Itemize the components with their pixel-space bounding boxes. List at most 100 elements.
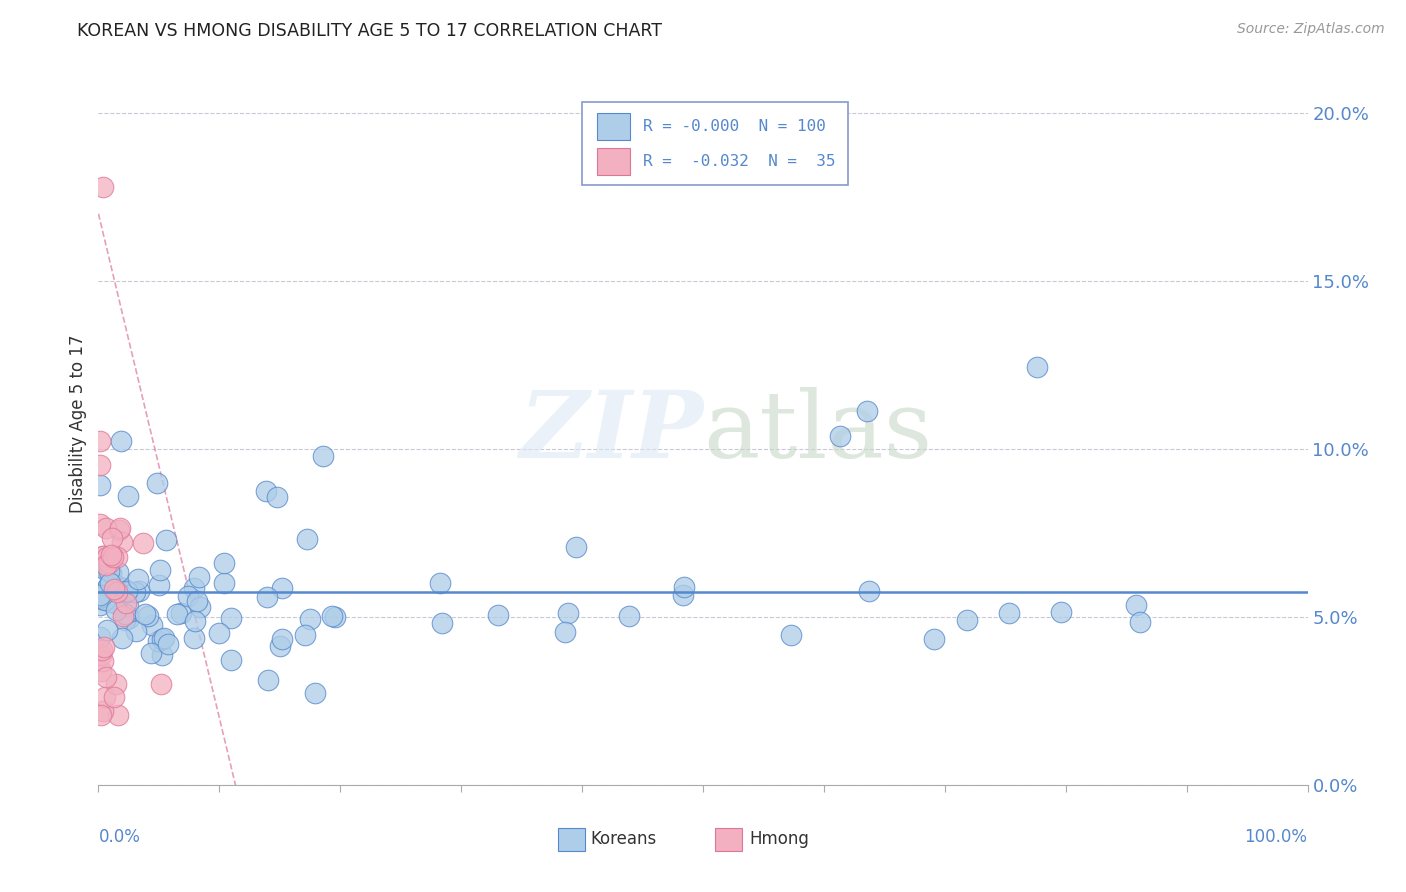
Point — [98, 564, 121, 578]
Point — [619, 609, 641, 624]
Point — [89, 458, 111, 472]
Point — [557, 606, 579, 620]
Text: Koreans: Koreans — [591, 830, 657, 848]
Point — [152, 631, 174, 645]
Point — [89, 478, 111, 492]
Point — [96, 561, 118, 575]
Point — [100, 566, 122, 580]
Point — [321, 609, 343, 624]
Point — [672, 588, 695, 602]
Point — [111, 608, 134, 623]
Point — [208, 625, 231, 640]
Point — [212, 556, 235, 570]
Point — [188, 570, 211, 584]
Point — [115, 585, 138, 599]
Point — [104, 603, 127, 617]
Point — [148, 578, 170, 592]
Point — [117, 489, 139, 503]
Bar — [582, 103, 848, 186]
Point — [90, 648, 112, 663]
Point — [96, 581, 118, 595]
Point — [124, 585, 146, 599]
Point — [110, 521, 132, 535]
Point — [294, 628, 316, 642]
Point — [188, 599, 211, 614]
Point — [114, 613, 136, 627]
Point — [97, 579, 120, 593]
Point — [103, 690, 125, 704]
Point — [90, 664, 112, 678]
Point — [271, 632, 294, 646]
Point — [90, 708, 112, 723]
Point — [89, 591, 111, 605]
Point — [89, 599, 111, 613]
Bar — [596, 113, 630, 140]
Point — [779, 628, 801, 642]
Point — [114, 607, 136, 621]
Point — [112, 581, 135, 595]
Text: 0.0%: 0.0% — [98, 829, 141, 847]
Point — [136, 609, 159, 624]
Point — [105, 584, 128, 599]
Point — [256, 590, 278, 604]
Point — [312, 449, 335, 463]
Point — [101, 532, 124, 546]
Point — [101, 550, 124, 565]
Point — [98, 556, 121, 570]
Point — [177, 590, 200, 604]
Point — [1129, 615, 1152, 629]
Point — [997, 606, 1019, 620]
Point — [956, 613, 979, 627]
Point — [111, 585, 134, 599]
Point — [166, 607, 188, 622]
Point — [128, 584, 150, 599]
Point — [856, 404, 879, 418]
Point — [219, 611, 242, 625]
Point — [89, 630, 111, 644]
Point — [96, 670, 118, 684]
Point — [672, 580, 695, 594]
Point — [304, 686, 326, 700]
Point — [90, 590, 112, 604]
Point — [266, 490, 288, 504]
Point — [132, 536, 155, 550]
Point — [1125, 598, 1147, 612]
Point — [91, 560, 114, 574]
Bar — [558, 828, 585, 852]
Point — [141, 618, 163, 632]
Point — [148, 633, 170, 648]
Point — [104, 578, 127, 592]
Point — [111, 631, 134, 645]
Point — [96, 521, 118, 535]
Point — [110, 434, 132, 448]
Point — [127, 572, 149, 586]
Point — [98, 576, 121, 591]
Text: KOREAN VS HMONG DISABILITY AGE 5 TO 17 CORRELATION CHART: KOREAN VS HMONG DISABILITY AGE 5 TO 17 C… — [77, 22, 662, 40]
Point — [155, 533, 177, 548]
Text: Hmong: Hmong — [749, 830, 808, 848]
Point — [105, 549, 128, 564]
Point — [91, 643, 114, 657]
Bar — [596, 148, 630, 175]
Point — [1049, 605, 1071, 619]
Point — [107, 708, 129, 723]
Point — [486, 608, 509, 623]
Point — [91, 549, 114, 563]
Point — [828, 428, 851, 442]
Point — [107, 566, 129, 580]
Point — [149, 563, 172, 577]
Point — [96, 558, 118, 572]
Point — [270, 581, 292, 595]
Y-axis label: Disability Age 5 to 17: Disability Age 5 to 17 — [69, 334, 87, 513]
Point — [149, 677, 172, 691]
Point — [184, 614, 207, 628]
Point — [94, 592, 117, 607]
Point — [117, 599, 139, 613]
Point — [156, 637, 179, 651]
Point — [96, 549, 118, 564]
Point — [212, 575, 235, 590]
Point — [298, 611, 321, 625]
Text: R =  -0.032  N =  35: R = -0.032 N = 35 — [643, 154, 835, 169]
Point — [94, 690, 117, 705]
Point — [96, 623, 118, 637]
